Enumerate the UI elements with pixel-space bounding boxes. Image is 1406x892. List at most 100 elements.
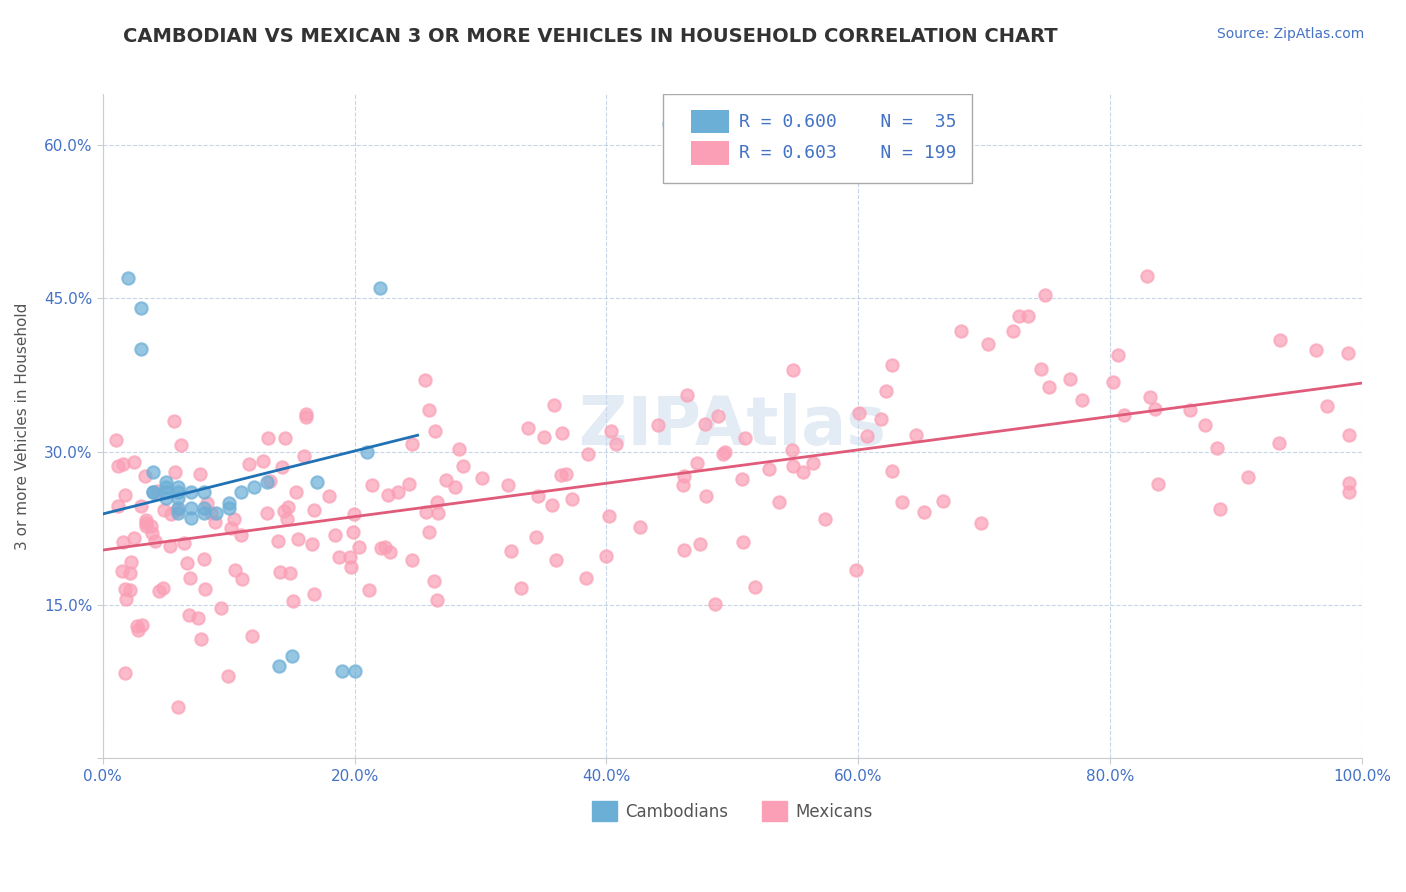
Point: [1147, 476, 1170, 491]
Point: [166, 503, 188, 517]
Point: [180, 485, 202, 500]
Point: [129, 499, 152, 513]
Point: [238, 458, 260, 472]
Point: [274, 431, 297, 445]
Point: [1102, 376, 1125, 390]
Point: [912, 505, 935, 519]
Point: [1031, 362, 1053, 376]
Point: [129, 301, 152, 316]
Point: [401, 553, 423, 567]
Point: [758, 462, 780, 476]
Point: [155, 491, 177, 505]
Point: [546, 553, 568, 567]
Point: [224, 512, 246, 526]
Point: [1337, 476, 1360, 491]
FancyBboxPatch shape: [664, 94, 972, 184]
Point: [870, 412, 893, 426]
Point: [190, 632, 212, 647]
Point: [287, 532, 309, 546]
Point: [550, 468, 572, 483]
Point: [1206, 441, 1229, 455]
Point: [165, 465, 187, 479]
Point: [270, 460, 292, 475]
Point: [304, 587, 326, 601]
Point: [734, 431, 756, 445]
Point: [932, 494, 955, 508]
Point: [554, 467, 576, 481]
Point: [361, 478, 384, 492]
Point: [135, 513, 157, 527]
Point: [127, 619, 149, 633]
Point: [707, 409, 730, 423]
Point: [561, 492, 583, 507]
Point: [576, 447, 599, 461]
Point: [387, 485, 409, 500]
Text: R = 0.600    N =  35: R = 0.600 N = 35: [738, 112, 956, 130]
Point: [1033, 288, 1056, 302]
Point: [114, 488, 136, 502]
Point: [598, 509, 620, 524]
Point: [543, 398, 565, 412]
Point: [276, 512, 298, 526]
Point: [176, 556, 198, 570]
Point: [499, 544, 522, 558]
Point: [768, 495, 790, 509]
Point: [401, 437, 423, 451]
Point: [731, 534, 754, 549]
Point: [229, 528, 252, 542]
Point: [219, 521, 242, 535]
Point: [173, 535, 195, 549]
Point: [205, 506, 228, 520]
Point: [240, 629, 263, 643]
Point: [180, 511, 202, 525]
Point: [328, 549, 350, 564]
Point: [343, 508, 366, 522]
Point: [142, 465, 165, 479]
Point: [115, 591, 138, 606]
Point: [323, 528, 346, 542]
Point: [744, 580, 766, 594]
Point: [658, 117, 681, 131]
Point: [890, 495, 912, 509]
Point: [434, 474, 457, 488]
Point: [193, 500, 215, 515]
Point: [969, 516, 991, 531]
Point: [675, 388, 697, 402]
Point: [105, 434, 128, 448]
Point: [1178, 403, 1201, 417]
Point: [1112, 408, 1135, 422]
Point: [167, 700, 190, 714]
Point: [285, 484, 308, 499]
Point: [218, 500, 240, 515]
Point: [814, 511, 837, 525]
Point: [703, 597, 725, 611]
Point: [443, 480, 465, 494]
Point: [152, 581, 174, 595]
Point: [301, 537, 323, 551]
Point: [107, 458, 129, 473]
Point: [295, 409, 318, 424]
Point: [155, 480, 177, 494]
Point: [498, 478, 520, 492]
Point: [259, 474, 281, 488]
Point: [575, 571, 598, 585]
Point: [231, 572, 253, 586]
Point: [533, 430, 555, 444]
Point: [673, 542, 696, 557]
Point: [217, 668, 239, 682]
Point: [188, 467, 211, 482]
Text: CAMBODIAN VS MEXICAN 3 OR MORE VEHICLES IN HOUSEHOLD CORRELATION CHART: CAMBODIAN VS MEXICAN 3 OR MORE VEHICLES …: [124, 27, 1057, 45]
Point: [370, 541, 392, 555]
Point: [330, 665, 353, 679]
Point: [277, 500, 299, 514]
Point: [426, 593, 449, 607]
Point: [551, 425, 574, 440]
Point: [451, 459, 474, 474]
Point: [155, 485, 177, 500]
Point: [856, 429, 879, 443]
Point: [880, 464, 903, 478]
Point: [302, 502, 325, 516]
Point: [142, 485, 165, 500]
Point: [193, 506, 215, 520]
Point: [426, 506, 449, 520]
